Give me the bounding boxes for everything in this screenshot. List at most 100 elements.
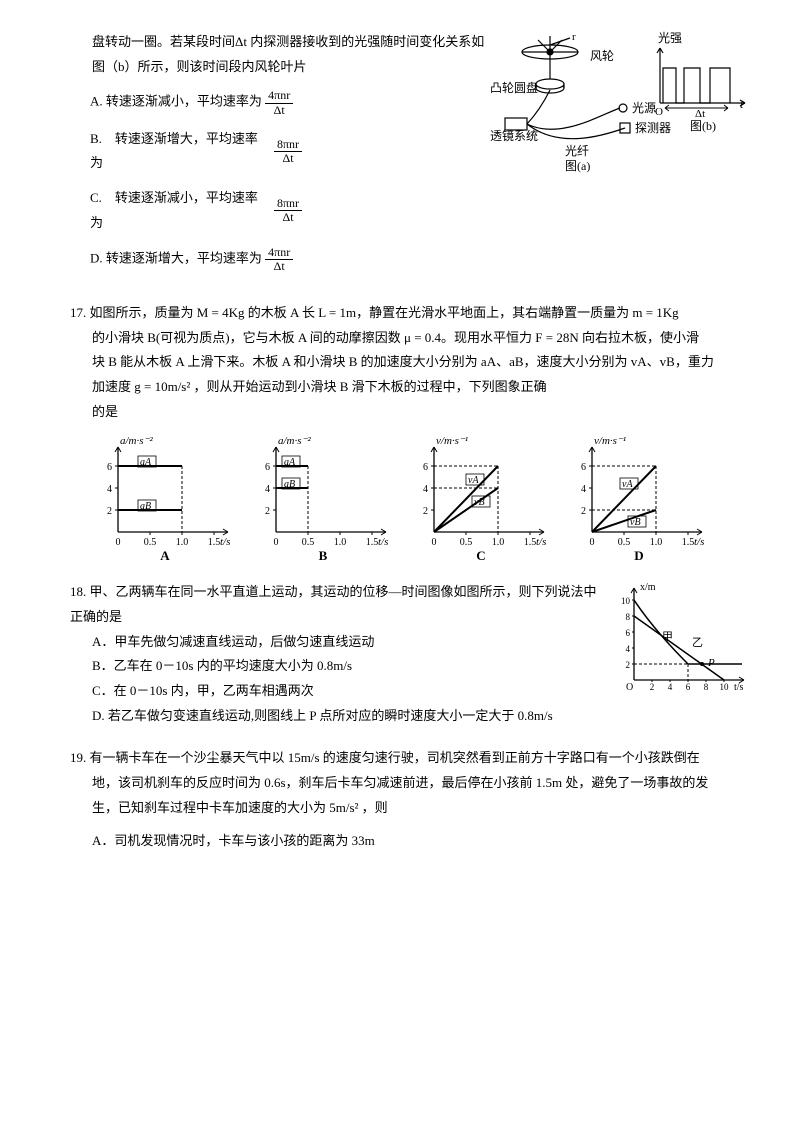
svg-text:x/m: x/m — [640, 582, 656, 593]
opt-b-text: B. 转速逐渐增大，平均速率为 — [90, 127, 260, 176]
q16-option-c: C. 转速逐渐减小，平均速率为 8πnr Δt — [90, 186, 490, 235]
svg-text:6: 6 — [107, 462, 112, 473]
svg-text:0: 0 — [116, 537, 121, 548]
frac-num: 8πnr — [274, 138, 302, 152]
frac-num: 4πnr — [265, 89, 293, 103]
svg-text:6: 6 — [265, 462, 270, 473]
svg-text:t/s: t/s — [220, 536, 230, 548]
svg-text:t/s: t/s — [734, 682, 744, 693]
svg-text:1.5: 1.5 — [682, 537, 695, 548]
frac-num: 8πnr — [274, 197, 302, 211]
svg-text:A: A — [160, 548, 170, 562]
svg-text:aB: aB — [284, 479, 295, 490]
q17-graphs: 24600.51.01.5a/m·s⁻²t/saAaBA 24600.51.01… — [90, 432, 750, 562]
svg-text:0: 0 — [432, 537, 437, 548]
label-detector: 探测器 — [635, 121, 671, 135]
graph-C: 24600.51.01.5v/m·s⁻¹t/svAvBC — [406, 432, 556, 562]
q16-option-b: B. 转速逐渐增大，平均速率为 8πnr Δt — [90, 127, 490, 176]
q18-svg: 246810246810x/mt/sOP甲乙 — [610, 580, 750, 700]
q18-num: 18. — [70, 584, 86, 599]
q16-text: 盘转动一圈。若某段时间Δt 内探测器接收到的光强随时间变化关系如图（b）所示，则… — [70, 30, 490, 283]
svg-text:0.5: 0.5 — [460, 537, 473, 548]
svg-text:乙: 乙 — [692, 636, 703, 649]
label-lens: 透镜系统 — [490, 128, 538, 143]
q17-num: 17. — [70, 305, 86, 320]
q18-figure: 246810246810x/mt/sOP甲乙 — [610, 580, 750, 700]
svg-text:vB: vB — [630, 517, 641, 528]
frac-num: 4πnr — [265, 246, 293, 260]
svg-text:2: 2 — [265, 506, 270, 517]
q18-block: 246810246810x/mt/sOP甲乙 18. 甲、乙两辆车在同一水平直道… — [70, 580, 750, 728]
opt-a-text: A. 转速逐渐减小，平均速率为 — [90, 94, 262, 109]
frac-den: Δt — [274, 211, 302, 224]
svg-text:6: 6 — [686, 682, 691, 692]
svg-text:1.5: 1.5 — [524, 537, 537, 548]
q19-l2: 地，该司机刹车的反应时间为 0.6s，刹车后卡车匀减速前进，最后停在小孩前 1.… — [92, 771, 750, 796]
svg-text:2: 2 — [423, 506, 428, 517]
svg-text:1.0: 1.0 — [334, 537, 347, 548]
q19-l1: 有一辆卡车在一个沙尘暴天气中以 15m/s 的速度匀速行驶，司机突然看到正前方十… — [90, 750, 700, 765]
svg-text:1.5: 1.5 — [208, 537, 221, 548]
svg-text:4: 4 — [626, 644, 631, 654]
frac-4pnr: 4πnr Δt — [265, 89, 293, 116]
opt-d-text: D. 转速逐渐增大，平均速率为 — [90, 250, 262, 265]
frac-den: Δt — [274, 152, 302, 165]
svg-text:0.5: 0.5 — [618, 537, 631, 548]
svg-text:2: 2 — [626, 660, 631, 670]
q19-A: A．司机发现情况时，卡车与该小孩的距离为 33m — [92, 829, 750, 854]
graph-D: 24600.51.01.5v/m·s⁻¹t/svAvBD — [564, 432, 714, 562]
svg-text:0: 0 — [274, 537, 279, 548]
svg-text:t/s: t/s — [536, 536, 546, 548]
svg-text:aB: aB — [140, 501, 151, 512]
svg-text:4: 4 — [668, 682, 673, 692]
svg-text:1.0: 1.0 — [650, 537, 663, 548]
q16-option-d: D. 转速逐渐增大，平均速率为 4πnr Δt — [90, 246, 490, 273]
label-fiber: 光纤 — [565, 144, 589, 158]
svg-text:vA: vA — [468, 475, 479, 486]
svg-text:D: D — [634, 548, 643, 562]
q18-D: D. 若乙车做匀变速直线运动,则图线上 P 点所对应的瞬时速度大小一定大于 0.… — [92, 704, 750, 729]
svg-text:v/m·s⁻¹: v/m·s⁻¹ — [436, 435, 468, 447]
svg-text:4: 4 — [581, 484, 586, 495]
svg-text:2: 2 — [107, 506, 112, 517]
frac-den: Δt — [265, 260, 293, 273]
svg-text:vB: vB — [474, 497, 485, 508]
q16-intro: 盘转动一圈。若某段时间Δt 内探测器接收到的光强随时间变化关系如图（b）所示，则… — [92, 30, 490, 79]
q16-option-a: A. 转速逐渐减小，平均速率为 4πnr Δt — [90, 89, 490, 116]
svg-text:0.5: 0.5 — [144, 537, 157, 548]
svg-text:6: 6 — [423, 462, 428, 473]
svg-text:t/s: t/s — [694, 536, 704, 548]
svg-text:0: 0 — [590, 537, 595, 548]
label-r: r — [572, 31, 576, 43]
label-fan: 风轮 — [590, 49, 614, 63]
label-source: 光源 — [632, 101, 656, 115]
opt-c-text: C. 转速逐渐减小，平均速率为 — [90, 186, 260, 235]
svg-text:t/s: t/s — [378, 536, 388, 548]
svg-text:2: 2 — [650, 682, 655, 692]
q17-block: 17. 如图所示，质量为 M = 4Kg 的木板 A 长 L = 1m，静置在光… — [70, 301, 750, 562]
graph-A: 24600.51.01.5a/m·s⁻²t/saAaBA — [90, 432, 240, 562]
svg-text:4: 4 — [107, 484, 112, 495]
frac-den: Δt — [265, 104, 293, 117]
svg-text:4: 4 — [423, 484, 428, 495]
q19-l3: 生，已知刹车过程中卡车加速度的大小为 5m/s² ，则 — [92, 796, 750, 821]
svg-text:vA: vA — [622, 479, 633, 490]
q18-stem: 甲、乙两辆车在同一水平直道上运动，其运动的位移—时间图像如图所示，则下列说法中正… — [70, 584, 597, 624]
q17-l4: 加速度 g = 10m/s² ，则从开始运动到小滑块 B 滑下木板的过程中，下列… — [92, 375, 750, 400]
svg-text:v/m·s⁻¹: v/m·s⁻¹ — [594, 435, 626, 447]
svg-text:B: B — [319, 548, 328, 562]
svg-text:6: 6 — [581, 462, 586, 473]
svg-text:8: 8 — [704, 682, 709, 692]
label-figA: 图(a) — [565, 159, 590, 173]
q17-l2: 的小滑块 B(可视为质点)，它与木板 A 间的动摩擦因数 μ = 0.4。现用水… — [92, 326, 750, 351]
svg-text:4: 4 — [265, 484, 270, 495]
label-disk: 凸轮圆盘 — [490, 80, 538, 95]
svg-text:甲: 甲 — [662, 631, 673, 643]
q19-num: 19. — [70, 750, 86, 765]
frac-8pnr-b: 8πnr Δt — [274, 138, 302, 165]
label-O: O — [655, 106, 663, 118]
svg-text:O: O — [626, 682, 633, 693]
svg-text:a/m·s⁻²: a/m·s⁻² — [120, 435, 153, 447]
frac-4pnr-d: 4πnr Δt — [265, 246, 293, 273]
svg-text:0.5: 0.5 — [302, 537, 315, 548]
